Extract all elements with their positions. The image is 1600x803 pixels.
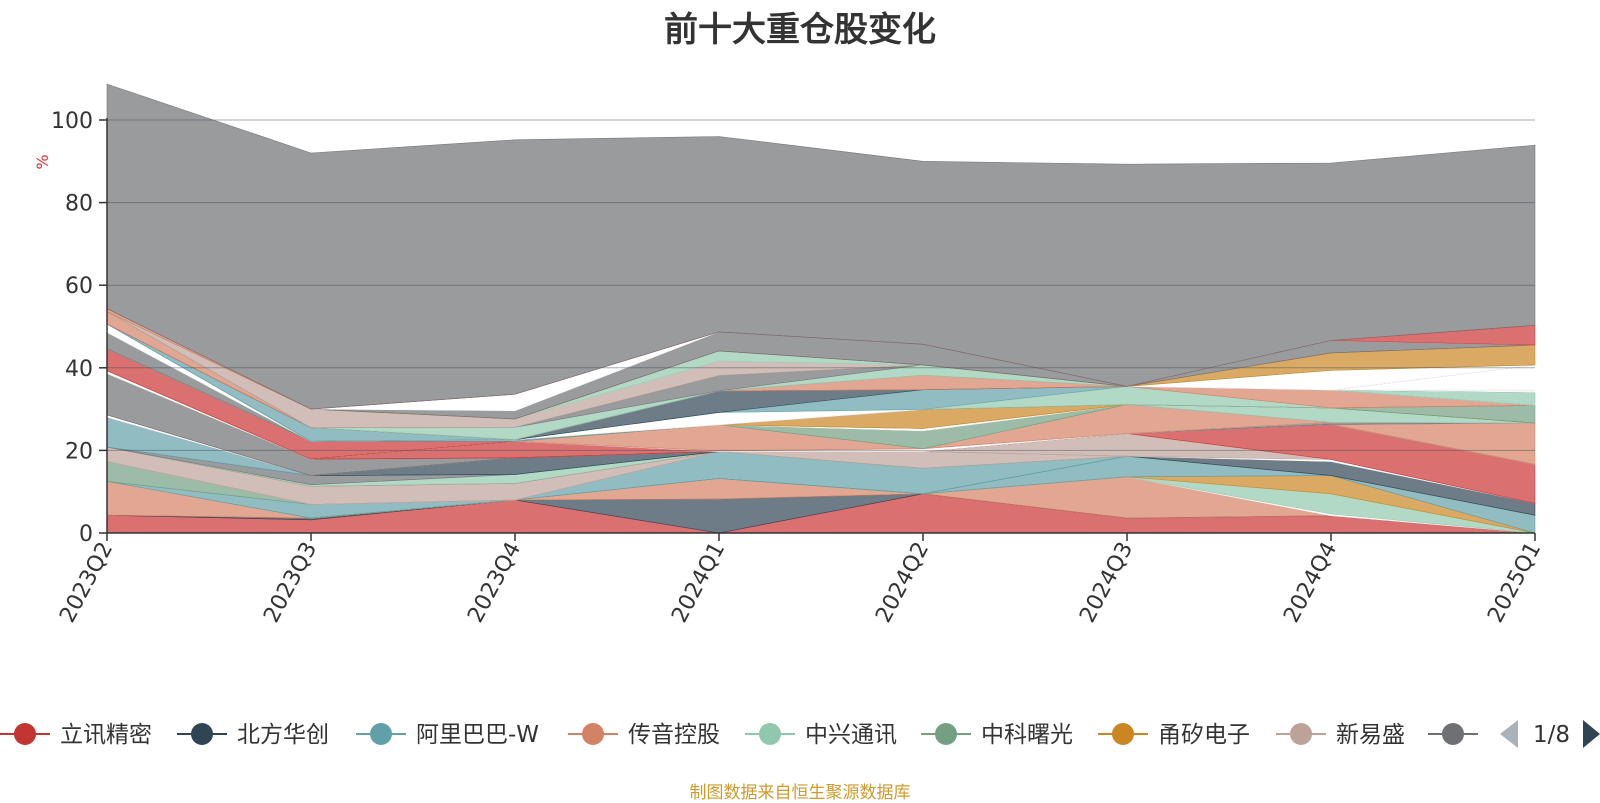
legend-label: 北方华创	[237, 722, 329, 748]
x-tick-label: 2024Q4	[1279, 538, 1342, 627]
legend-item-5[interactable]: 中兴通讯	[745, 722, 897, 748]
legend-marker-icon	[1290, 723, 1312, 745]
x-tick-label: 2024Q3	[1075, 538, 1138, 627]
legend-item-6[interactable]: 中科曙光	[921, 722, 1073, 748]
legend-item-3[interactable]: 阿里巴巴-W	[356, 722, 539, 748]
area-layers	[106, 83, 1536, 534]
legend-label: 甬矽电子	[1158, 722, 1250, 748]
legend-label: 新易盛	[1336, 722, 1405, 748]
y-tick-label: 20	[65, 439, 93, 464]
legend-item-8[interactable]: 新易盛	[1276, 722, 1405, 748]
legend-marker-icon	[582, 723, 604, 745]
y-tick-label: 100	[51, 109, 93, 134]
legend-page-indicator: 1/8	[1533, 722, 1570, 748]
legend-item-2[interactable]: 北方华创	[177, 722, 329, 748]
grid-lines	[107, 119, 1535, 451]
legend-label: 立讯精密	[60, 722, 152, 748]
chart-title: 前十大重仓股变化	[664, 10, 936, 50]
legend-marker-icon	[1112, 723, 1134, 745]
legend-label: 中兴通讯	[805, 722, 897, 748]
x-tick-label: 2024Q1	[667, 538, 730, 627]
legend-item-1[interactable]: 立讯精密	[0, 722, 152, 748]
legend-marker-icon	[935, 723, 957, 745]
legend-marker-icon	[759, 723, 781, 745]
legend-label: 阿里巴巴-W	[416, 722, 539, 748]
legend-item-4[interactable]: 传音控股	[568, 722, 720, 748]
triangle-right-icon[interactable]	[1583, 720, 1600, 748]
legend-marker-icon	[370, 723, 392, 745]
y-tick-label: 80	[65, 192, 93, 217]
x-tick-label: 2024Q2	[871, 538, 934, 627]
x-tick-label: 2025Q1	[1483, 538, 1546, 627]
legend-item-9[interactable]	[1428, 723, 1478, 745]
y-unit-label: %	[33, 154, 52, 169]
legend-label: 中科曙光	[981, 722, 1073, 748]
legend: 立讯精密 北方华创 阿里巴巴-W 传音控股 中兴通讯 中科曙光 甬矽电子 新易盛 1/8	[0, 720, 1600, 748]
legend-marker-icon	[191, 723, 213, 745]
y-tick-label: 40	[65, 357, 93, 382]
y-tick-label: 0	[79, 522, 93, 547]
source-note: 制图数据来自恒生聚源数据库	[689, 783, 911, 803]
legend-marker-icon	[14, 723, 36, 745]
legend-item-7[interactable]: 甬矽电子	[1098, 722, 1250, 748]
x-tick-label: 2023Q2	[55, 538, 118, 627]
triangle-left-icon[interactable]	[1500, 720, 1518, 748]
legend-marker-icon	[1442, 723, 1464, 745]
legend-label: 传音控股	[628, 722, 720, 748]
x-tick-label: 2023Q4	[463, 538, 526, 627]
y-tick-label: 60	[65, 274, 93, 299]
area-layer-61	[106, 83, 1536, 410]
x-tick-label: 2023Q3	[259, 538, 322, 627]
